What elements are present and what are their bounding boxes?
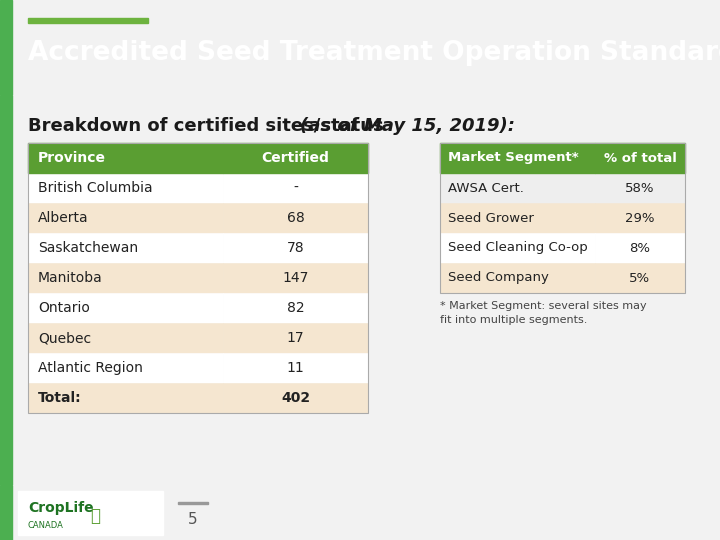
Text: 78: 78	[287, 241, 305, 255]
Text: Alberta: Alberta	[38, 211, 89, 225]
Bar	[28, 143, 368, 413]
Bar	[28, 293, 223, 323]
Bar	[440, 143, 685, 293]
Bar	[440, 203, 595, 233]
Text: Accredited Seed Treatment Operation Standards: Accredited Seed Treatment Operation Stan…	[28, 40, 720, 66]
Bar	[223, 143, 368, 173]
Text: Seed Company: Seed Company	[448, 272, 549, 285]
Bar	[28, 173, 223, 203]
Text: -: -	[293, 181, 298, 195]
Bar	[223, 293, 368, 323]
Text: Province: Province	[38, 151, 106, 165]
Text: 5%: 5%	[629, 272, 651, 285]
Text: Atlantic Region: Atlantic Region	[38, 361, 143, 375]
Text: 8%: 8%	[629, 241, 650, 254]
Bar	[595, 263, 685, 293]
Text: CANADA: CANADA	[28, 522, 64, 530]
Bar	[223, 353, 368, 383]
Text: (as of May 15, 2019):: (as of May 15, 2019):	[300, 117, 515, 135]
Bar	[28, 143, 223, 173]
Text: 68: 68	[287, 211, 305, 225]
Bar	[0, 95, 12, 485]
Text: 11: 11	[287, 361, 305, 375]
Bar	[223, 173, 368, 203]
Text: Seed Grower: Seed Grower	[448, 212, 534, 225]
Text: Seed Cleaning Co-op: Seed Cleaning Co-op	[448, 241, 588, 254]
Bar	[28, 233, 223, 263]
Text: 58%: 58%	[625, 181, 654, 194]
Bar	[223, 323, 368, 353]
Text: 5: 5	[188, 512, 198, 528]
Text: Saskatchewan: Saskatchewan	[38, 241, 138, 255]
Bar	[223, 383, 368, 413]
Text: 82: 82	[287, 301, 305, 315]
Bar	[18, 491, 163, 535]
Bar	[595, 233, 685, 263]
Text: % of total: % of total	[603, 152, 676, 165]
Bar	[223, 203, 368, 233]
Text: * Market Segment: several sites may
fit into multiple segments.: * Market Segment: several sites may fit …	[440, 301, 647, 325]
Bar	[28, 263, 223, 293]
Bar	[440, 173, 595, 203]
Bar	[223, 263, 368, 293]
Text: British Columbia: British Columbia	[38, 181, 153, 195]
Bar	[28, 383, 223, 413]
Text: AWSA Cert.: AWSA Cert.	[448, 181, 524, 194]
Bar	[28, 323, 223, 353]
Bar	[595, 143, 685, 173]
Bar	[440, 143, 595, 173]
Text: 147: 147	[282, 271, 309, 285]
Bar	[178, 502, 208, 504]
Text: Market Segment*: Market Segment*	[448, 152, 579, 165]
Text: Ontario: Ontario	[38, 301, 90, 315]
Text: Manitoba: Manitoba	[38, 271, 103, 285]
Text: Total:: Total:	[38, 391, 81, 405]
Bar	[0, 0, 12, 95]
Text: 402: 402	[281, 391, 310, 405]
Bar	[28, 18, 148, 23]
Text: 29%: 29%	[625, 212, 654, 225]
Text: Certified: Certified	[261, 151, 330, 165]
Bar	[28, 203, 223, 233]
Bar	[0, 485, 12, 540]
Bar	[595, 173, 685, 203]
Bar	[223, 233, 368, 263]
Bar	[595, 203, 685, 233]
Text: 17: 17	[287, 331, 305, 345]
Text: CropLife: CropLife	[28, 501, 94, 515]
Bar	[440, 263, 595, 293]
Text: Quebec: Quebec	[38, 331, 91, 345]
Bar	[28, 353, 223, 383]
Text: 🌿: 🌿	[90, 507, 100, 525]
Text: Breakdown of certified sites/status: Breakdown of certified sites/status	[28, 117, 390, 135]
Bar	[440, 233, 595, 263]
